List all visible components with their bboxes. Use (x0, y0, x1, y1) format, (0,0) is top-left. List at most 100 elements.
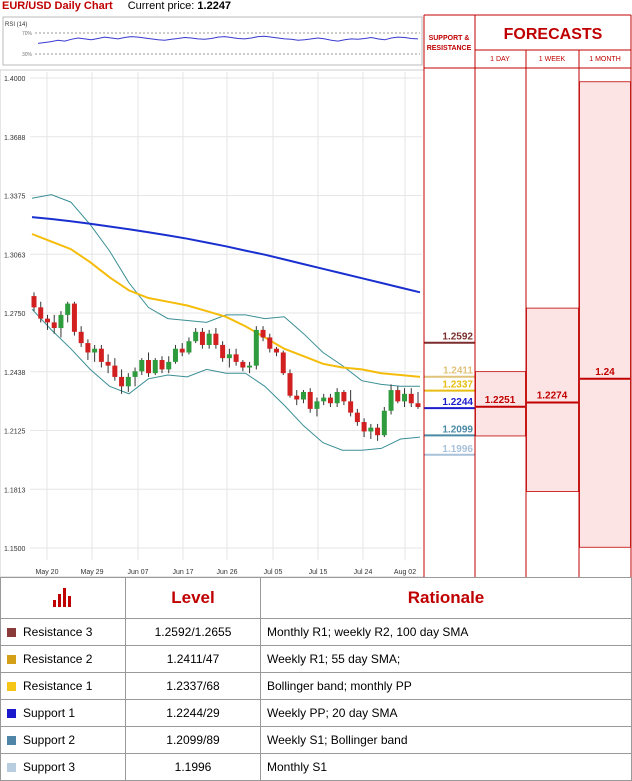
current-price-value: 1.2247 (197, 0, 232, 12)
price-panel-frame (0, 69, 425, 577)
y-axis: 1.4000 1.3688 1.3375 1.3063 1.2750 1.2438 1.21… (4, 76, 26, 553)
candle-body (92, 348, 98, 353)
x-tick-label: Jun 26 (216, 569, 237, 576)
candle-body (119, 376, 125, 387)
candle-body (31, 296, 37, 308)
forecast-value: 1.24 (595, 367, 615, 378)
rsi-frame (2, 16, 423, 66)
forecast-header: 1 WEEK (539, 56, 566, 63)
sr-level-label: 1.1996 (442, 444, 473, 455)
candle-body (65, 303, 71, 315)
candle-body (132, 371, 138, 377)
table-header-level: Level (125, 577, 261, 619)
x-tick-label: Jun 17 (172, 569, 193, 576)
y-tick-label: 1.2125 (4, 429, 26, 436)
candle-body (38, 307, 44, 319)
candle-body (334, 391, 340, 404)
table-row: Resistance 1 1.2337/68 Bollinger band; m… (0, 672, 632, 700)
candle-body (348, 401, 354, 413)
sma100-line (31, 216, 421, 294)
candle-body (395, 390, 401, 402)
sr-levels: 1.2592 1.2411 1.2337 1.2244 1.2099 1.1996 (424, 332, 475, 456)
bollinger-lower (31, 308, 421, 451)
candlesticks (31, 292, 421, 441)
candle-body (253, 329, 259, 366)
row-name-cell: Support 3 (0, 753, 126, 781)
x-tick-label: Jul 15 (309, 569, 328, 576)
row-rationale: Bollinger band; monthly PP (260, 672, 632, 700)
forecast-header: 1 MONTH (589, 56, 621, 63)
sr-header-2: RESISTANCE (427, 45, 472, 52)
candle-body (78, 331, 84, 344)
pair-title: EUR/USD Daily Chart (2, 0, 113, 12)
candle-body (368, 427, 374, 432)
candle-body (193, 331, 199, 342)
candle-body (247, 365, 253, 368)
sr-level-label: 1.2337 (442, 380, 473, 391)
candle-body (85, 343, 91, 353)
sr-level-label: 1.2592 (442, 332, 473, 343)
chart-area: RSI (14) 70% 30% 1.4000 1.3688 1.3375 1.306… (0, 14, 632, 577)
candle-body (139, 360, 145, 372)
forecast-value: 1.2274 (537, 390, 568, 401)
current-price-label: Current price: (127, 0, 195, 12)
candle-body (220, 344, 226, 359)
candle-body (71, 303, 77, 332)
candle-body (146, 360, 152, 374)
table-row: Resistance 2 1.2411/47 Weekly R1; 55 day… (0, 645, 632, 673)
levels-table: Level Rationale Resistance 3 1.2592/1.26… (0, 577, 632, 781)
candle-body (294, 395, 300, 400)
candle-body (260, 329, 266, 338)
candle-body (166, 361, 172, 370)
table-row: Support 2 1.2099/89 Weekly S1; Bollinger… (0, 726, 632, 754)
row-name-cell: Resistance 1 (0, 672, 126, 700)
moving-averages (31, 216, 421, 378)
candle-body (206, 333, 212, 345)
candle-body (152, 360, 158, 374)
row-name: Support 1 (23, 706, 76, 720)
row-rationale: Weekly R1; 55 day SMA; (260, 645, 632, 673)
candle-body (186, 341, 192, 353)
forecasts-title: FORECASTS (504, 26, 603, 43)
row-name: Support 2 (23, 733, 76, 747)
x-tick-label: Jul 24 (354, 569, 373, 576)
bar-chart-icon (53, 587, 71, 607)
row-level: 1.2592/1.2655 (125, 618, 261, 646)
forecast-columns: 1 DAY 1.2251 1 WEEK 1.2274 1 MONTH 1.24 (475, 56, 631, 548)
forecast-header: 1 DAY (490, 56, 510, 63)
candle-body (287, 373, 293, 396)
candle-body (58, 314, 64, 329)
candle-body (375, 427, 381, 436)
chart-title-bar: EUR/USD Daily Chart Current price: 1.224… (2, 0, 231, 14)
bollinger-bands (31, 194, 421, 451)
rsi-label: RSI (14) (5, 22, 27, 28)
row-level: 1.2099/89 (125, 726, 261, 754)
rsi-30-label: 30% (22, 52, 33, 58)
y-tick-label: 1.3375 (4, 194, 26, 201)
candle-body (267, 337, 273, 349)
candle-body (51, 322, 57, 329)
y-tick-label: 1.4000 (4, 76, 26, 83)
row-level: 1.2244/29 (125, 699, 261, 727)
candle-body (213, 333, 219, 345)
row-rationale: Monthly R1; weekly R2, 100 day SMA (260, 618, 632, 646)
candle-body (44, 318, 50, 323)
candle-body (321, 397, 327, 402)
y-tick-label: 1.3063 (4, 252, 26, 259)
table-row: Resistance 3 1.2592/1.2655 Monthly R1; w… (0, 618, 632, 646)
rsi-70-label: 70% (22, 31, 33, 37)
color-swatch (7, 736, 16, 746)
color-swatch (7, 655, 16, 665)
rsi-panel: RSI (14) 70% 30% (2, 16, 423, 66)
row-rationale: Monthly S1 (260, 753, 632, 781)
table-row: Support 1 1.2244/29 Weekly PP; 20 day SM… (0, 699, 632, 727)
forecast-grid (423, 14, 632, 577)
color-swatch (7, 709, 16, 719)
sr-header-1: SUPPORT & (429, 35, 470, 42)
candle-body (199, 331, 205, 345)
x-tick-label: May 20 (36, 569, 59, 576)
candle-body (226, 354, 232, 359)
candle-body (240, 361, 246, 368)
x-tick-label: May 29 (81, 569, 104, 576)
color-swatch (7, 763, 16, 773)
